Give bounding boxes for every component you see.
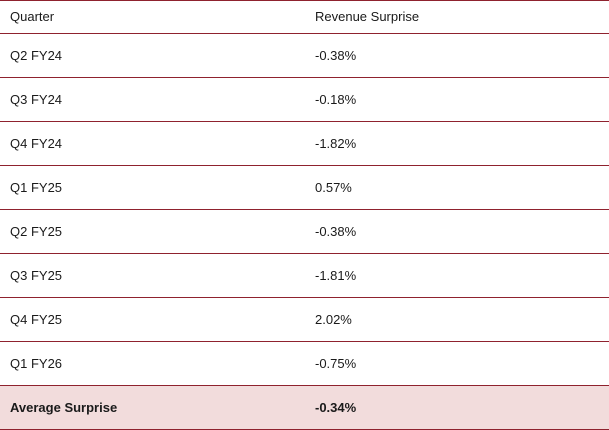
quarter-cell: Q3 FY25	[0, 253, 305, 298]
quarter-cell: Q2 FY24	[0, 33, 305, 78]
surprise-cell: -1.82%	[305, 121, 609, 166]
quarter-cell: Q1 FY26	[0, 341, 305, 386]
table-row: Q1 FY26 -0.75%	[0, 341, 609, 386]
column-header-quarter: Quarter	[0, 0, 305, 34]
surprise-cell: 2.02%	[305, 297, 609, 342]
table-row: Q2 FY25 -0.38%	[0, 209, 609, 254]
surprise-cell: -0.38%	[305, 33, 609, 78]
surprise-cell: -1.81%	[305, 253, 609, 298]
header-row: Quarter Revenue Surprise	[0, 0, 609, 34]
average-label-cell: Average Surprise	[0, 385, 305, 430]
average-value-cell: -0.34%	[305, 385, 609, 430]
table-row: Q2 FY24 -0.38%	[0, 33, 609, 78]
surprise-cell: -0.75%	[305, 341, 609, 386]
table-row: Q3 FY25 -1.81%	[0, 253, 609, 298]
quarter-cell: Q4 FY25	[0, 297, 305, 342]
quarter-cell: Q4 FY24	[0, 121, 305, 166]
table-row: Q1 FY25 0.57%	[0, 165, 609, 210]
surprise-cell: -0.18%	[305, 77, 609, 122]
column-header-revenue-surprise: Revenue Surprise	[305, 0, 609, 34]
table-row: Q4 FY24 -1.82%	[0, 121, 609, 166]
average-row: Average Surprise -0.34%	[0, 385, 609, 430]
quarter-cell: Q2 FY25	[0, 209, 305, 254]
table-row: Q3 FY24 -0.18%	[0, 77, 609, 122]
quarter-cell: Q1 FY25	[0, 165, 305, 210]
surprise-cell: 0.57%	[305, 165, 609, 210]
surprise-cell: -0.38%	[305, 209, 609, 254]
quarter-cell: Q3 FY24	[0, 77, 305, 122]
table-row: Q4 FY25 2.02%	[0, 297, 609, 342]
